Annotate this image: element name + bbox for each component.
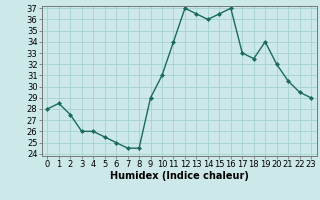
X-axis label: Humidex (Indice chaleur): Humidex (Indice chaleur) (110, 171, 249, 181)
